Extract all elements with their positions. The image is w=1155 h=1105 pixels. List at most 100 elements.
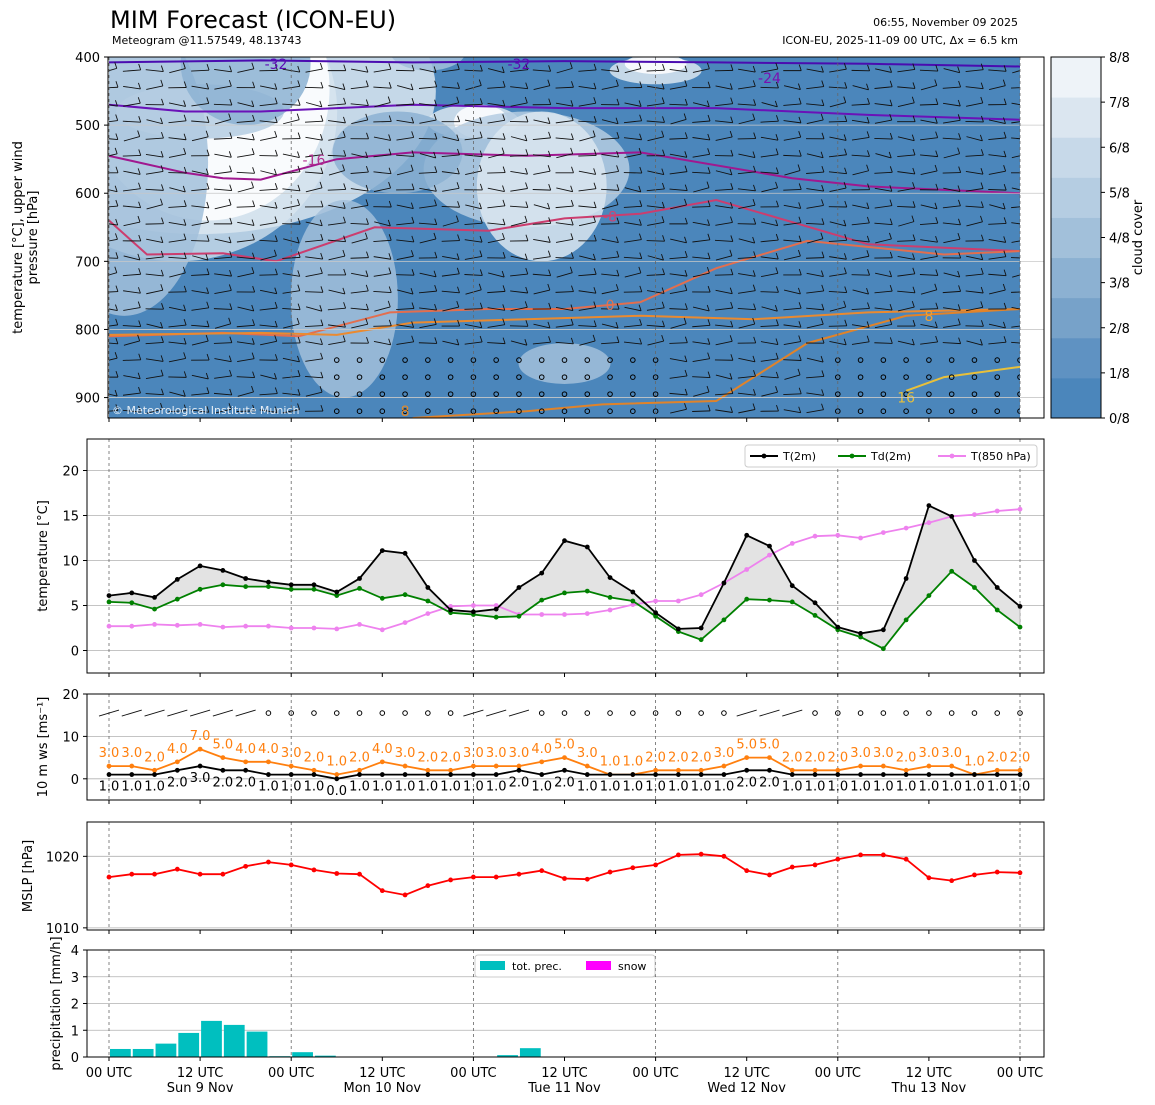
wind-barb-flag — [251, 219, 255, 226]
wind-barb — [806, 86, 824, 90]
calm-wind-marker — [971, 391, 978, 397]
credit-text: © Meteorological Institute Munich — [112, 404, 299, 417]
wind-barb-flag — [365, 318, 369, 325]
wind-barb-flag — [388, 234, 392, 241]
wind-barb — [350, 188, 369, 192]
wind-barb-flag — [525, 201, 529, 208]
wind-barb-flag — [570, 318, 574, 326]
wind-barb-flag — [798, 406, 802, 413]
wind-barb — [122, 120, 141, 123]
calm-wind-marker — [447, 374, 454, 380]
wind-barb — [305, 102, 322, 108]
wind-barb — [783, 222, 802, 226]
wind-barb-flag — [980, 267, 984, 275]
wind-barb-flag — [615, 284, 619, 291]
mslp-point — [972, 872, 977, 878]
wind-barb — [943, 238, 961, 244]
calm-wind-marker — [926, 357, 932, 363]
calm-wind-marker — [926, 374, 932, 380]
mslp-point — [949, 878, 955, 884]
wind-barb-flag — [525, 320, 529, 327]
wind-barb-flag — [479, 236, 483, 243]
wind-barb — [191, 85, 209, 90]
wind-barb-flag — [296, 113, 300, 120]
wind-barb — [419, 272, 437, 278]
series-point-1 — [129, 600, 135, 606]
temp-y-label: temperature [°C] — [36, 500, 51, 612]
wind-point-0 — [288, 763, 294, 769]
wind-barb — [555, 291, 574, 293]
wind-barb-flag — [616, 336, 620, 343]
wind-barb-flag — [137, 301, 141, 308]
wind-barb — [783, 204, 801, 209]
wind-barb-flag — [889, 218, 893, 225]
wind-barb-flag — [161, 336, 164, 343]
wind-barb-flag — [866, 83, 869, 90]
wind-barb-flag — [297, 132, 301, 139]
wind-barb-flag — [912, 234, 916, 241]
wind-barb-flag — [388, 82, 392, 89]
wind-barb — [692, 358, 710, 363]
wind-barb-flag — [707, 338, 711, 345]
wind-barb-flag — [844, 148, 847, 155]
series-point-0 — [106, 593, 112, 598]
wind-barb-flag — [911, 215, 915, 222]
calm-wind-marker — [971, 357, 978, 363]
calm-wind-marker — [880, 374, 887, 380]
wind-barb — [920, 85, 937, 91]
wind-barb-flag — [570, 304, 574, 311]
series-point-2 — [471, 603, 476, 608]
wind-barb — [669, 256, 688, 260]
wind-barb-flag — [661, 130, 665, 137]
wind-barb — [418, 222, 437, 226]
wind-barb — [578, 325, 597, 327]
wind-barb-flag — [798, 131, 802, 138]
prec-y-tick-label: 2 — [71, 998, 79, 1013]
wind-barb-flag — [730, 97, 734, 104]
wind-barb — [374, 221, 391, 227]
wind-barb — [715, 136, 733, 141]
wind-barb — [623, 205, 642, 208]
wind-point-1 — [1017, 772, 1023, 777]
wind-barb — [715, 205, 733, 209]
series-point-0 — [607, 575, 613, 580]
wind-barb — [737, 375, 756, 379]
wind-barb — [327, 103, 346, 106]
wind-barb-flag — [707, 319, 711, 326]
cloud-patch — [476, 111, 607, 262]
wind-barb — [578, 120, 597, 123]
wind-barb-flag — [274, 287, 278, 294]
wind-barb — [647, 221, 665, 226]
wind-barb — [122, 69, 141, 72]
wind-barb — [761, 306, 778, 312]
wind-barb — [646, 324, 665, 328]
wind-point-0 — [220, 755, 226, 760]
wind-barb-flag — [638, 62, 642, 69]
wind-barb-flag — [934, 164, 938, 172]
wind-barb-flag — [776, 81, 779, 89]
wind-barb — [715, 340, 733, 346]
wind-barb — [806, 272, 824, 278]
wind-barb — [169, 187, 186, 193]
wind-barb-flag — [707, 285, 711, 293]
wind-barb — [556, 153, 573, 159]
wind-barb — [305, 120, 323, 123]
mean-wind-data-label: 2.0 — [736, 775, 757, 790]
mean-wind-data-label: 1.0 — [987, 780, 1008, 795]
wind-barb-flag — [206, 82, 210, 90]
wind-barb-flag — [616, 303, 620, 310]
wind-calm-marker — [584, 710, 591, 716]
wind-barb — [874, 187, 892, 192]
wind-barb-flag — [866, 202, 870, 209]
wind-barb-flag — [160, 269, 164, 277]
x-tick-label: 00 UTC — [86, 1066, 132, 1081]
wind-point-0 — [516, 763, 522, 769]
calm-wind-marker — [333, 357, 340, 363]
wind-point-1 — [767, 767, 772, 773]
wind-barb-flag — [821, 184, 825, 192]
calm-wind-marker — [607, 391, 613, 397]
wind-barb-flag — [1003, 131, 1007, 139]
x-tick-label: 00 UTC — [450, 1066, 496, 1081]
series-point-1 — [402, 592, 408, 598]
wind-point-1 — [471, 772, 476, 777]
